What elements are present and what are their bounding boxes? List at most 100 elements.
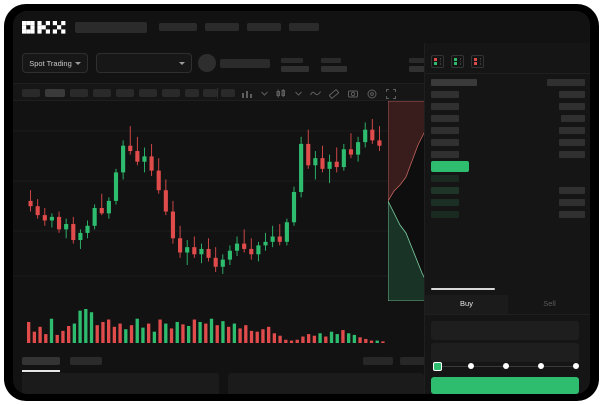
stat-change-24h bbox=[321, 58, 349, 72]
active-tab-underline bbox=[22, 370, 60, 372]
orderbook-mode-both[interactable] bbox=[431, 55, 444, 68]
orderbook-size bbox=[559, 187, 585, 194]
market-subheader: Spot Trading bbox=[13, 43, 590, 83]
orderbook-spread-bar bbox=[431, 288, 495, 290]
slider-handle[interactable] bbox=[433, 362, 442, 371]
timeframe-4[interactable] bbox=[93, 89, 111, 97]
orderbook-price bbox=[431, 139, 459, 146]
nav-item-2[interactable] bbox=[205, 23, 239, 31]
trading-pair-select[interactable] bbox=[96, 53, 192, 73]
bottom-action-1[interactable] bbox=[363, 357, 393, 365]
orderbook-bid-row-2[interactable] bbox=[425, 185, 590, 197]
order-side-tabs: Buy Sell bbox=[425, 295, 590, 315]
timeframe-8[interactable] bbox=[185, 89, 199, 97]
orderbook-mode-bids[interactable] bbox=[451, 55, 464, 68]
orderbook-ask-row-6[interactable] bbox=[425, 137, 590, 149]
orderbook-price bbox=[431, 115, 459, 122]
orderbook-size bbox=[547, 79, 585, 86]
orderbook-bid-row-1[interactable] bbox=[425, 173, 590, 185]
bottom-panel-left[interactable] bbox=[22, 373, 219, 394]
bottom-action-2[interactable] bbox=[400, 357, 430, 365]
orderbook-price bbox=[431, 79, 477, 86]
orderbook-price bbox=[431, 187, 459, 194]
chevron-down-icon[interactable] bbox=[293, 88, 303, 99]
fullscreen-icon[interactable] bbox=[385, 88, 397, 99]
tab-buy[interactable]: Buy bbox=[425, 295, 508, 314]
timeframe-2[interactable] bbox=[45, 89, 65, 97]
timeframe-9[interactable] bbox=[203, 89, 217, 97]
orderbook-divider bbox=[425, 73, 590, 74]
order-price-input[interactable] bbox=[431, 321, 579, 340]
bottom-tab-bar bbox=[13, 351, 430, 372]
orderbook-size bbox=[559, 127, 585, 134]
orderbook-price bbox=[431, 199, 459, 206]
slider-stop-50[interactable] bbox=[503, 363, 509, 369]
app-header bbox=[13, 11, 590, 43]
timeframe-7[interactable] bbox=[162, 89, 180, 97]
device-screen: Spot Trading bbox=[13, 11, 590, 394]
orderbook-price bbox=[431, 127, 459, 134]
indicators-icon[interactable] bbox=[241, 88, 253, 99]
orderbook-size bbox=[559, 199, 585, 206]
slider-stop-75[interactable] bbox=[538, 363, 544, 369]
orderbook-ask-row-1[interactable] bbox=[425, 77, 590, 89]
orderbook-price bbox=[431, 211, 459, 218]
order-amount-input[interactable] bbox=[431, 343, 579, 362]
orderbook-size bbox=[559, 139, 585, 146]
orderbook-ask-row-3[interactable] bbox=[425, 101, 590, 113]
tab-sell[interactable]: Sell bbox=[543, 299, 556, 308]
orderbook-price bbox=[431, 91, 459, 98]
settings-gear-icon[interactable] bbox=[366, 88, 378, 99]
market-type-label: Spot Trading bbox=[29, 58, 72, 68]
nav-item-4[interactable] bbox=[289, 23, 319, 31]
timeframe-1[interactable] bbox=[22, 89, 40, 97]
bottom-panel-right[interactable] bbox=[228, 373, 424, 394]
orderbook-ask-row-4[interactable] bbox=[425, 113, 590, 125]
orderbook-last-price[interactable] bbox=[425, 161, 590, 173]
amount-percent-slider[interactable] bbox=[433, 361, 579, 371]
line-tool-icon[interactable] bbox=[309, 88, 321, 99]
okx-logo[interactable] bbox=[22, 21, 66, 34]
bottom-tab-open-orders[interactable] bbox=[22, 357, 60, 365]
bottom-tab-order-history[interactable] bbox=[70, 357, 102, 365]
nav-item-1[interactable] bbox=[159, 23, 197, 31]
candlestick-svg bbox=[13, 119, 424, 277]
ruler-icon[interactable] bbox=[328, 88, 340, 99]
orderbook-ask-row-2[interactable] bbox=[425, 89, 590, 101]
orderbook-ask-row-5[interactable] bbox=[425, 125, 590, 137]
orderbook-size bbox=[559, 91, 585, 98]
price-chart[interactable] bbox=[13, 101, 424, 301]
chevron-down-icon[interactable] bbox=[259, 88, 269, 99]
orderbook-list[interactable] bbox=[425, 75, 590, 262]
nav-item-3[interactable] bbox=[247, 23, 281, 31]
orderbook-bid-row-4[interactable] bbox=[425, 209, 590, 221]
pair-avatar bbox=[198, 54, 216, 72]
orderbook-ask-row-7[interactable] bbox=[425, 149, 590, 161]
camera-icon[interactable] bbox=[347, 88, 359, 99]
orderbook-size bbox=[559, 211, 585, 218]
orderbook-mode-asks[interactable] bbox=[471, 55, 484, 68]
orderbook-size bbox=[559, 103, 585, 110]
chevron-down-icon bbox=[179, 61, 185, 65]
market-type-select[interactable]: Spot Trading bbox=[22, 53, 88, 73]
timeframe-10[interactable] bbox=[221, 89, 235, 97]
orderbook-size bbox=[559, 151, 585, 158]
place-order-button[interactable] bbox=[431, 377, 579, 394]
chart-toolbar bbox=[13, 83, 424, 101]
timeframe-3[interactable] bbox=[70, 89, 88, 97]
toolbar-divider bbox=[217, 88, 218, 98]
orderbook-price bbox=[431, 175, 459, 182]
chart-type-icon[interactable] bbox=[275, 88, 287, 99]
slider-stop-25[interactable] bbox=[468, 363, 474, 369]
stat-last-price bbox=[281, 58, 309, 72]
timeframe-6[interactable] bbox=[139, 89, 157, 97]
volume-chart bbox=[13, 303, 424, 351]
timeframe-5[interactable] bbox=[116, 89, 134, 97]
orderbook-bid-row-3[interactable] bbox=[425, 197, 590, 209]
orderbook-price bbox=[431, 161, 469, 172]
pair-name bbox=[220, 59, 270, 68]
nav-active-pill[interactable] bbox=[75, 22, 147, 33]
slider-stop-100[interactable] bbox=[573, 363, 579, 369]
orderbook-size bbox=[561, 115, 585, 122]
